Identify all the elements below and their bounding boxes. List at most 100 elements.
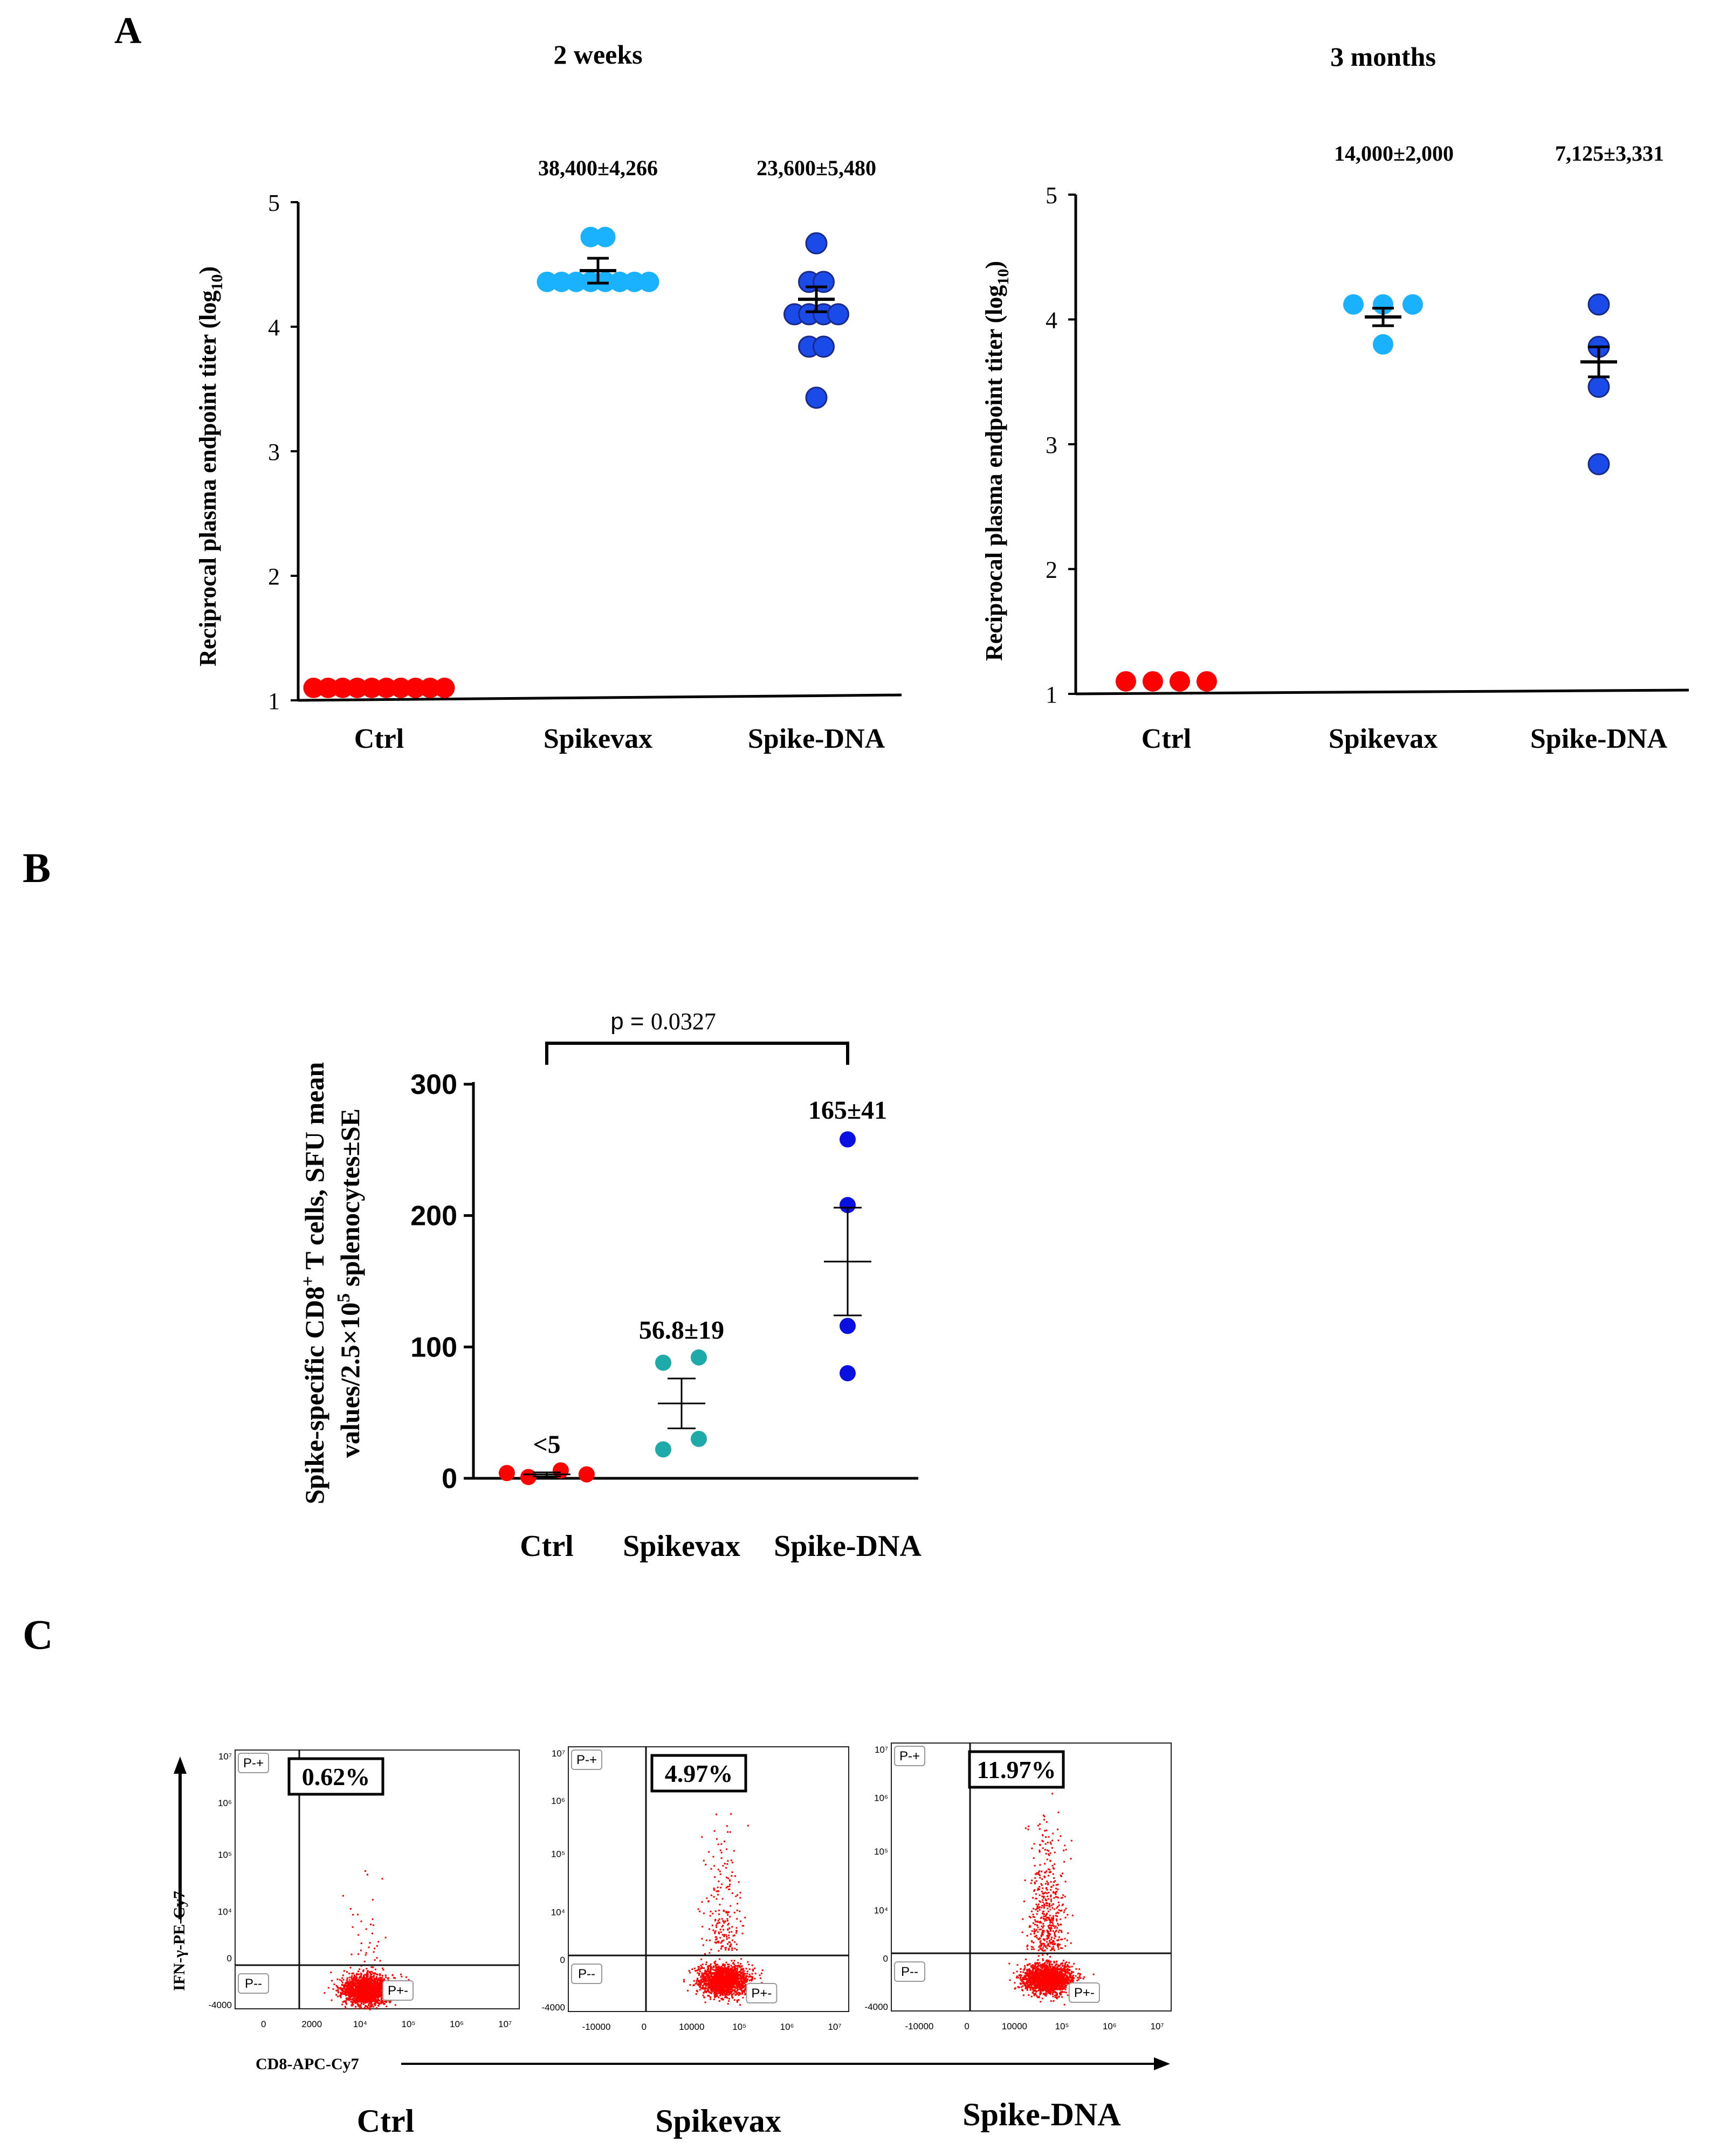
y-tick-label: 10⁵ (218, 1850, 232, 1860)
event-dot (739, 1971, 741, 1973)
event-dot (698, 1966, 700, 1968)
event-dot-positive (723, 1928, 725, 1931)
event-dot (359, 1993, 361, 1995)
event-dot (1068, 1972, 1070, 1974)
gate-label: P-+ (243, 1756, 264, 1771)
event-dot (337, 1990, 339, 1992)
event-dot (1053, 1960, 1055, 1962)
event-dot (343, 1970, 345, 1972)
event-dot (745, 1980, 747, 1982)
event-dot (1056, 1997, 1058, 2000)
event-dot (714, 1965, 717, 1967)
event-dot-positive (739, 1892, 741, 1894)
event-dot (346, 1988, 348, 1990)
event-dot (705, 1982, 707, 1985)
event-dot (742, 1975, 744, 1977)
event-dot (744, 1980, 746, 1982)
event-dot (704, 1953, 706, 1955)
x-category-label: Spikevax (1329, 724, 1438, 754)
event-dot (351, 2001, 353, 2003)
event-dot (340, 1980, 342, 1982)
event-dot (1036, 1962, 1039, 1964)
event-dot (1027, 1979, 1029, 1981)
event-dot (354, 1981, 356, 1983)
event-dot (360, 1985, 362, 1987)
event-dot (387, 1979, 389, 1981)
event-dot (335, 1989, 338, 1992)
event-dot (374, 1972, 376, 1974)
event-dot (718, 1967, 720, 1969)
gate-label-box (238, 1973, 269, 1994)
event-dot (733, 1978, 735, 1980)
event-dot-positive (372, 1899, 374, 1901)
event-dot (350, 1976, 353, 1978)
event-dot (352, 1999, 354, 2001)
event-dot (745, 1977, 747, 1979)
event-dot (370, 1993, 372, 1995)
event-dot (717, 1993, 719, 1995)
event-dot (343, 1992, 346, 1994)
event-dot (379, 1992, 381, 1994)
event-dot-positive (731, 1871, 733, 1873)
event-dot (367, 1981, 369, 1983)
gate-label-box (382, 1980, 414, 2001)
event-dot (731, 1973, 733, 1975)
y-tick-label: 10⁴ (551, 1907, 565, 1917)
event-dot (348, 1976, 350, 1979)
event-dot (1053, 1961, 1055, 1964)
event-dot (751, 1978, 753, 1979)
event-dot (706, 1984, 708, 1986)
event-dot-positive (718, 1881, 720, 1883)
event-dot-positive (723, 1910, 725, 1912)
event-dot (1030, 1966, 1032, 1968)
data-point-spikevax (691, 1349, 707, 1366)
event-dot (718, 1996, 720, 1999)
event-dot (360, 1974, 362, 1976)
event-dot (748, 1964, 750, 1966)
event-dot (348, 1983, 350, 1986)
event-dot (358, 1988, 360, 1990)
event-dot (1056, 1986, 1058, 1988)
event-dot (348, 1985, 350, 1987)
event-dot (737, 1982, 739, 1984)
event-dot-positive (360, 1943, 362, 1944)
event-dot (1030, 1977, 1033, 1979)
event-dot (703, 1979, 705, 1981)
event-dot (742, 1978, 745, 1980)
event-dot (733, 1968, 735, 1971)
event-dot (367, 1989, 369, 1991)
event-dot (376, 1983, 378, 1986)
event-dot (737, 1972, 739, 1974)
data-point-ctrl (1116, 671, 1136, 692)
event-dot (724, 1994, 726, 1996)
event-dot (367, 1975, 369, 1978)
event-dot-positive (719, 1928, 721, 1931)
event-dot (760, 1977, 762, 1979)
event-dot (736, 2001, 738, 2003)
event-dot-positive (372, 1932, 373, 1934)
event-dot (365, 1974, 367, 1976)
event-dot (704, 1972, 706, 1974)
event-dot (720, 1997, 723, 2000)
event-dot-positive (710, 1895, 712, 1897)
event-dot (381, 1983, 383, 1986)
event-dot (1023, 1978, 1025, 1980)
event-dot (699, 1983, 702, 1986)
event-dot (710, 1980, 712, 1982)
event-dot (374, 1983, 376, 1986)
event-dot (1057, 1980, 1059, 1982)
event-dot-positive (376, 1957, 378, 1959)
event-dot (737, 1980, 739, 1982)
event-dot (1037, 1989, 1040, 1992)
y-axis-label-line-1: Spike-specific CD8+ T cells, SFU mean (298, 1062, 329, 1505)
event-dot (366, 2001, 368, 2002)
event-dot-positive (728, 1949, 730, 1951)
event-dot-positive (701, 1938, 703, 1940)
event-dot (359, 1985, 361, 1987)
event-dot (728, 1985, 730, 1987)
event-dot (735, 1983, 737, 1986)
event-dot (364, 1983, 366, 1985)
data-point-spikevax (595, 226, 616, 247)
event-dot (744, 1985, 746, 1987)
event-dot (738, 1983, 740, 1985)
